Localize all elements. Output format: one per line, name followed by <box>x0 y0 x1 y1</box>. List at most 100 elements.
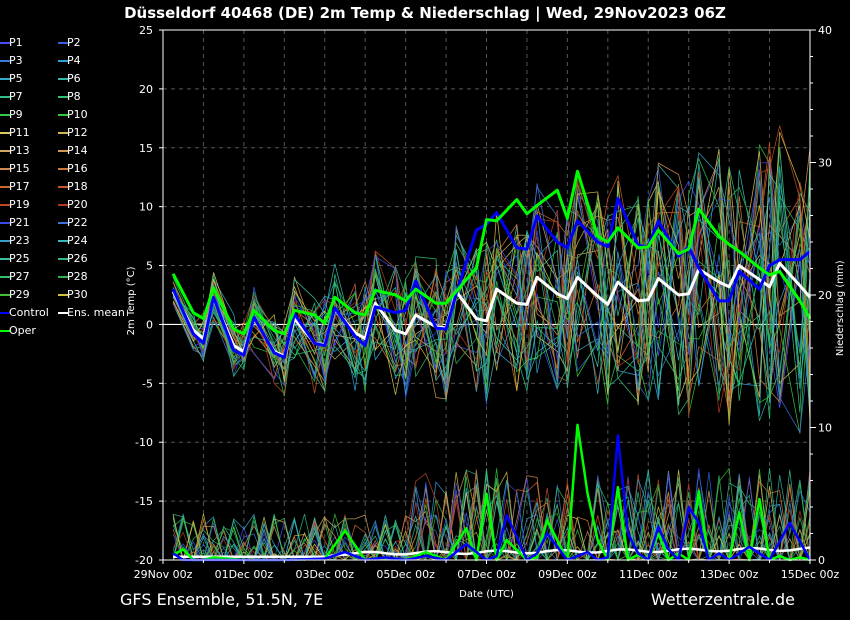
control-line <box>171 196 811 359</box>
mean-precip-line <box>173 546 811 558</box>
legend-swatch <box>0 168 10 170</box>
legend-swatch <box>58 258 68 260</box>
x-tick-label: 03Dec 00z <box>295 568 354 581</box>
y-right-tick-label: 30 <box>818 157 832 170</box>
legend-swatch <box>0 96 10 98</box>
y-left-axis-label: 2m Temp (°C) <box>126 266 137 335</box>
chart-title: Düsseldorf 40468 (DE) 2m Temp & Niedersc… <box>124 4 726 22</box>
legend-swatch <box>58 42 68 44</box>
legend-label: P22 <box>67 216 88 229</box>
legend-swatch <box>58 204 68 206</box>
x-tick-label: 05Dec 00z <box>376 568 435 581</box>
legend-swatch <box>58 96 68 98</box>
legend-swatch <box>0 114 10 116</box>
legend-label: P16 <box>67 162 88 175</box>
legend-label: P14 <box>67 144 88 157</box>
legend-swatch <box>0 78 10 80</box>
footer-model-info: GFS Ensemble, 51.5N, 7E <box>120 590 324 609</box>
y-right-tick-label: 40 <box>818 24 832 37</box>
legend-swatch <box>0 312 10 314</box>
legend-label: P25 <box>9 252 30 265</box>
member-temp-line <box>172 156 811 421</box>
x-axis-label: Date (UTC) <box>459 589 514 600</box>
legend-label: P24 <box>67 234 88 247</box>
x-tick-label: 29Nov 00z <box>134 568 193 581</box>
legend-label: Control <box>9 306 49 319</box>
legend-swatch <box>0 204 10 206</box>
legend-label: P23 <box>9 234 30 247</box>
y-left-tick-label: 5 <box>146 260 153 273</box>
y-left-tick-label: 25 <box>139 24 153 37</box>
legend-swatch <box>58 186 68 188</box>
legend-swatch <box>0 60 10 62</box>
y-right-tick-label: 20 <box>818 289 832 302</box>
y-left-tick-label: 10 <box>139 201 153 214</box>
y-right-axis-label: Niederschlag (mm) <box>835 260 846 356</box>
legend-label: P15 <box>9 162 30 175</box>
y-left-tick-label: -5 <box>142 377 153 390</box>
legend-swatch <box>58 222 68 224</box>
member-temp-line <box>172 147 811 400</box>
x-tick-label: 11Dec 00z <box>619 568 678 581</box>
member-temp-line <box>172 162 811 399</box>
oper-line <box>171 169 812 336</box>
legend-label: P5 <box>9 72 23 85</box>
legend-label: P18 <box>67 180 88 193</box>
legend-label: P17 <box>9 180 30 193</box>
legend-label: P11 <box>9 126 30 139</box>
legend-label: P27 <box>9 270 30 283</box>
legend-swatch <box>58 240 68 242</box>
x-tick-label: 13Dec 00z <box>700 568 759 581</box>
oper-precip-line <box>172 423 811 562</box>
legend-label: P2 <box>67 36 81 49</box>
y-right-tick-label: 0 <box>818 554 825 567</box>
legend-label: P19 <box>9 198 30 211</box>
legend-label: P21 <box>9 216 30 229</box>
legend-label: P28 <box>67 270 88 283</box>
x-tick-label: 07Dec 00z <box>457 568 516 581</box>
legend-label: P3 <box>9 54 23 67</box>
legend-swatch <box>0 186 10 188</box>
member-temp-line <box>172 147 811 401</box>
legend-swatch <box>58 312 68 314</box>
legend-label: P13 <box>9 144 30 157</box>
legend-swatch <box>0 258 10 260</box>
legend-swatch <box>58 276 68 278</box>
member-temp-line <box>172 172 811 416</box>
legend-swatch <box>0 42 10 44</box>
legend-label: P26 <box>67 252 88 265</box>
legend-swatch <box>0 276 10 278</box>
member-temp-line <box>172 146 811 401</box>
control-precip-line <box>172 434 812 562</box>
legend-swatch <box>0 222 10 224</box>
y-left-tick-label: 15 <box>139 142 153 155</box>
legend-swatch <box>58 114 68 116</box>
legend-swatch <box>0 330 10 332</box>
legend-label: P12 <box>67 126 88 139</box>
y-left-tick-label: -15 <box>135 495 153 508</box>
legend-swatch <box>58 132 68 134</box>
x-tick-label: 09Dec 00z <box>538 568 597 581</box>
legend-swatch <box>0 150 10 152</box>
legend-label: P10 <box>67 108 88 121</box>
legend-swatch <box>58 168 68 170</box>
legend-swatch <box>58 294 68 296</box>
legend-label: Ens. mean <box>67 306 125 319</box>
y-left-tick-label: -10 <box>135 436 153 449</box>
y-left-tick-label: -20 <box>135 554 153 567</box>
member-temp-line <box>172 197 811 404</box>
footer-site: Wetterzentrale.de <box>650 590 795 609</box>
legend-label: P4 <box>67 54 81 67</box>
legend-label: P9 <box>9 108 23 121</box>
legend-label: P29 <box>9 288 30 301</box>
x-tick-label: 01Dec 00z <box>215 568 274 581</box>
legend-label: P6 <box>67 72 81 85</box>
y-left-tick-label: 20 <box>139 83 153 96</box>
member-temp-line <box>172 131 811 425</box>
legend-swatch <box>58 78 68 80</box>
legend-label: P7 <box>9 90 23 103</box>
legend-label: Oper <box>9 324 36 337</box>
legend-swatch <box>0 240 10 242</box>
y-left-tick-label: 0 <box>146 318 153 331</box>
